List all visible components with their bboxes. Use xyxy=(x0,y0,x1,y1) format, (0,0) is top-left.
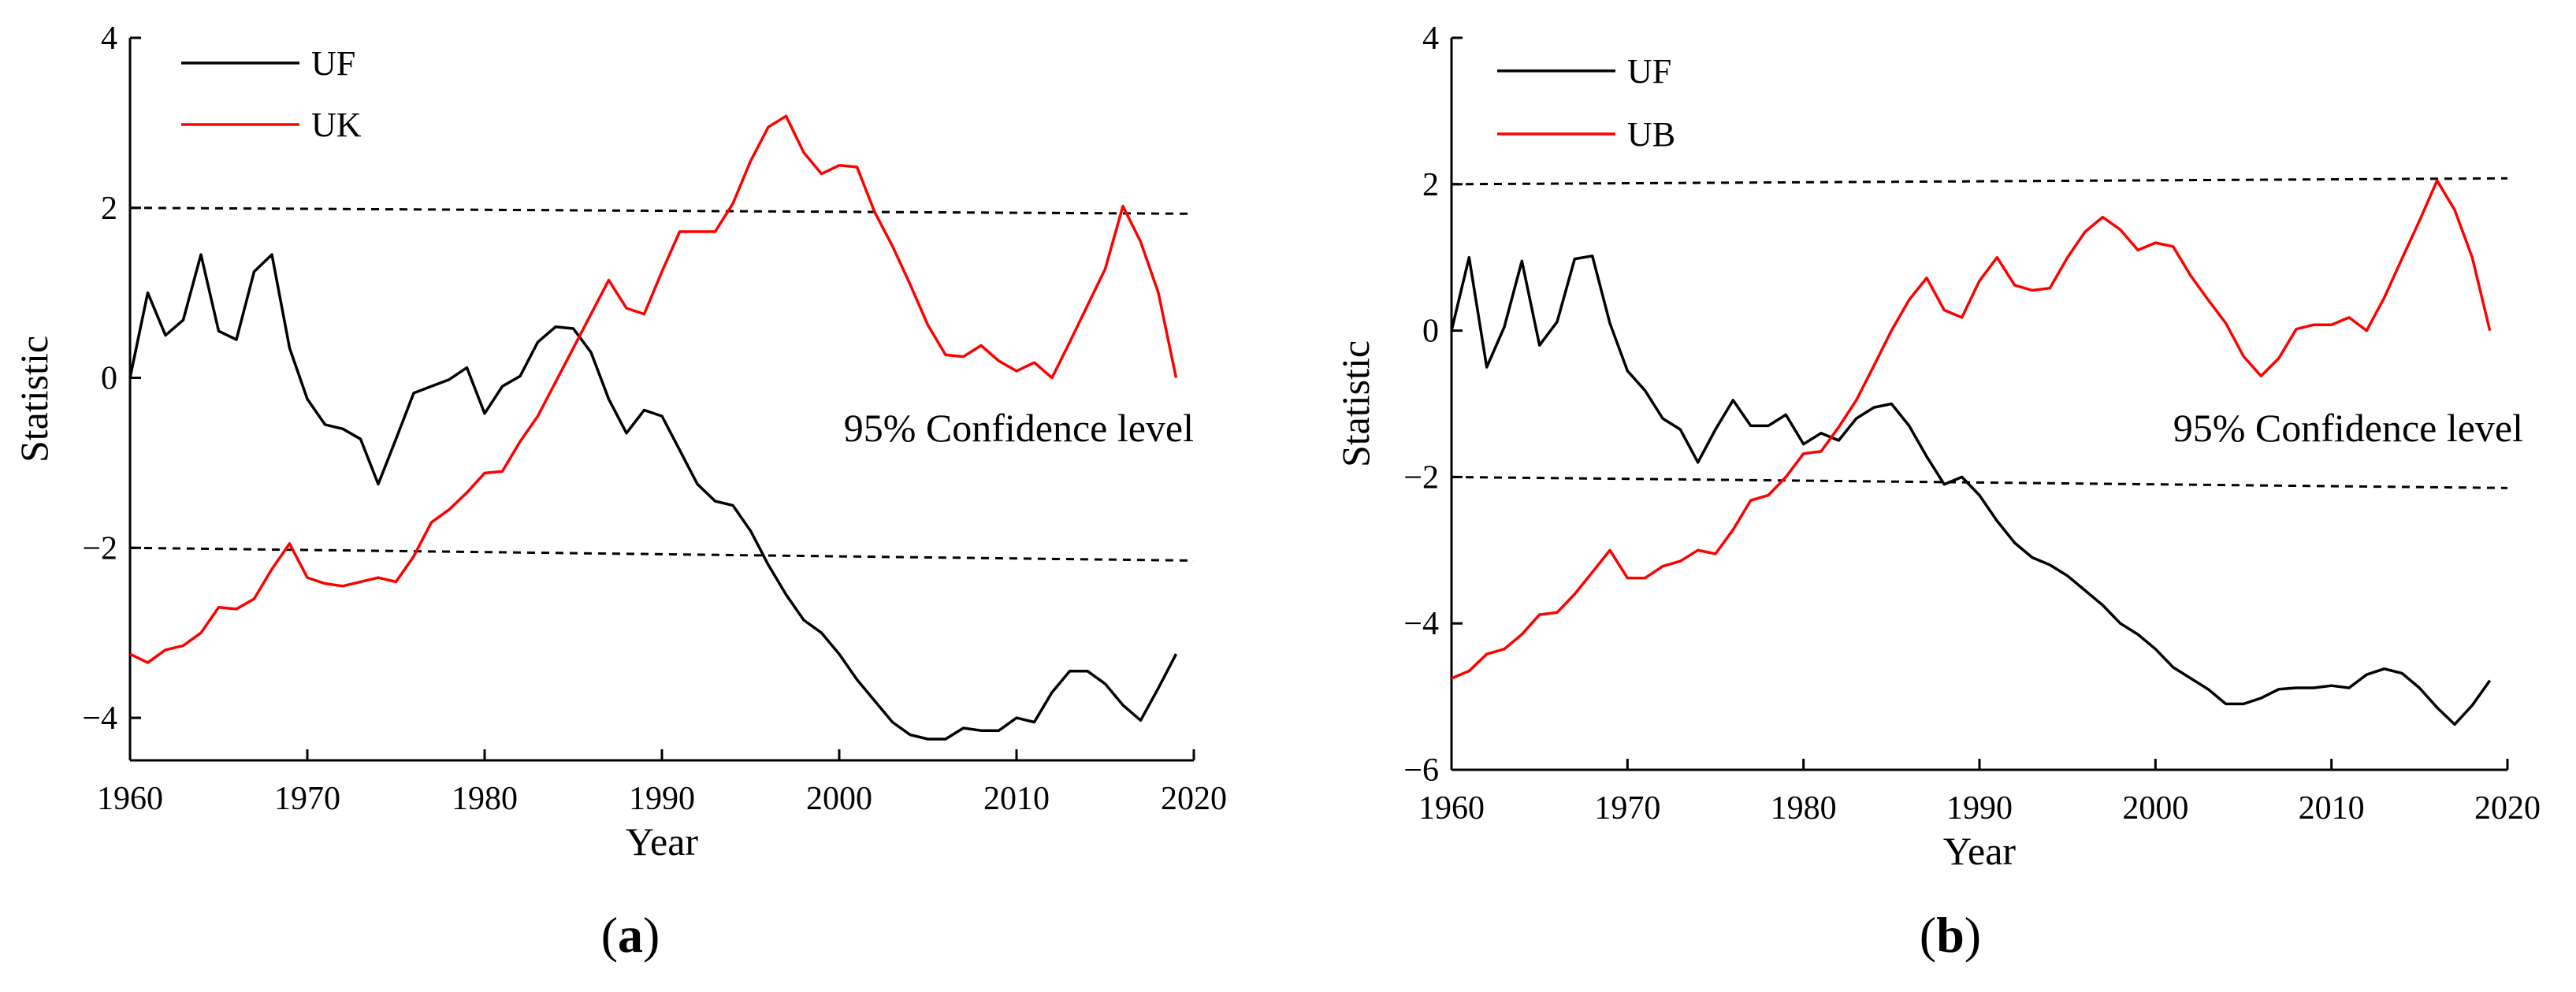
y-tick-label: 2 xyxy=(1422,167,1439,203)
y-tick-label: 4 xyxy=(101,20,117,57)
series-line-uf xyxy=(128,253,1178,741)
x-tick-label: 1960 xyxy=(1418,790,1485,827)
series-line-uf xyxy=(1450,255,2492,726)
x-tick-label: 2020 xyxy=(1161,781,1227,817)
series-line-ub xyxy=(1451,179,2492,680)
legend-label-ub: UB xyxy=(1627,115,1675,154)
y-tick-label: 2 xyxy=(101,191,117,227)
x-tick-label: 1990 xyxy=(1946,790,2013,827)
x-tick-label: 2000 xyxy=(806,781,872,817)
panel-label: (a) xyxy=(601,907,660,963)
y-tick-label: 0 xyxy=(101,361,117,397)
confidence-line xyxy=(129,206,1195,215)
legend-label-uk: UK xyxy=(311,106,362,144)
x-tick-label: 2010 xyxy=(983,781,1050,817)
confidence-annotation: 95% Confidence level xyxy=(2173,406,2523,450)
x-axis-label: Year xyxy=(626,819,698,864)
panel-label: (b) xyxy=(1920,907,1981,963)
x-tick-label: 1980 xyxy=(452,781,518,817)
y-tick-label: 0 xyxy=(1422,314,1439,350)
x-tick-label: 1960 xyxy=(97,781,163,817)
x-tick-label: 2000 xyxy=(2122,790,2188,827)
x-tick-label: 2020 xyxy=(2474,790,2541,827)
confidence-line xyxy=(129,546,1195,562)
x-tick-label: 1980 xyxy=(1771,790,1837,827)
series-line-uk xyxy=(129,114,1178,664)
confidence-line xyxy=(1451,475,2508,489)
y-tick-label: −2 xyxy=(82,530,117,567)
x-tick-label: 1970 xyxy=(274,781,340,817)
x-tick-label: 1970 xyxy=(1594,790,1660,827)
y-tick-label: −2 xyxy=(1403,459,1439,496)
legend-label-uf: UF xyxy=(1627,52,1671,91)
x-axis-label: Year xyxy=(1943,829,2016,873)
y-tick-label: −6 xyxy=(1403,752,1439,789)
y-axis-label: Statistic xyxy=(12,336,56,463)
confidence-line xyxy=(1451,176,2508,186)
confidence-annotation: 95% Confidence level xyxy=(844,406,1194,450)
y-tick-label: 4 xyxy=(1422,20,1439,57)
panel-b: −6 −4 −2 0 2 4 1960 1970 1980 1990 2000 2010 2020 Yea… xyxy=(1333,20,2541,963)
x-tick-label: 1990 xyxy=(629,781,695,817)
y-tick-label: −4 xyxy=(1403,606,1439,642)
y-tick-label: −4 xyxy=(82,700,117,737)
panel-a: −4 −2 0 2 4 1960 1970 1980 1990 2000 2010 2020 Year S… xyxy=(12,20,1227,963)
x-tick-label: 2010 xyxy=(2299,790,2365,827)
y-axis-label: Statistic xyxy=(1333,340,1377,467)
legend-label-uf: UF xyxy=(311,44,355,83)
